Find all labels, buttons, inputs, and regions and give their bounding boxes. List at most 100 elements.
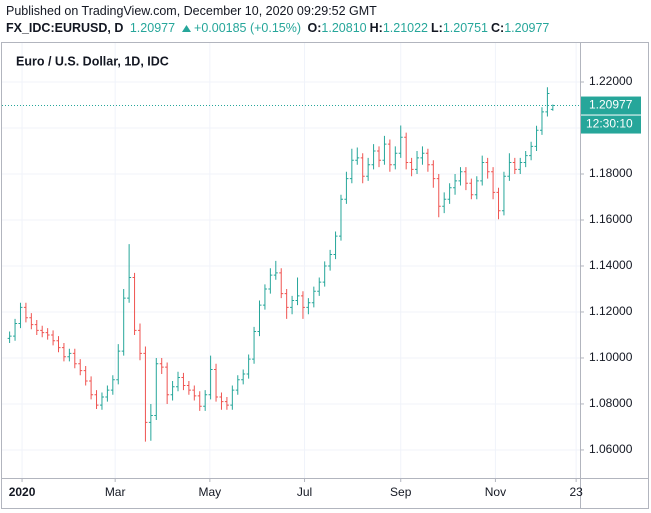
ohlc-bar [181,372,186,391]
last-price-label: 1.20977 [589,98,633,112]
ohlc-bar [105,385,110,402]
ohlc-bar [279,268,284,299]
ohlc-bar [398,125,403,158]
ohlc-bar [56,336,61,353]
y-tick-label: 1.10000 [589,350,633,364]
ohlc-bar [13,318,18,341]
ohlc-bar [425,148,430,172]
x-tick-label: Mar [105,485,126,499]
ohlc-bar [322,261,327,287]
ohlc-bar [447,183,452,204]
ohlc-bar [208,355,213,400]
ohlc-bar [121,288,126,356]
ohlc-bar [137,323,142,361]
ohlc-bar [393,146,398,170]
grid [2,43,580,478]
ohlc-bar [61,343,66,362]
ohlc-bar [458,167,463,186]
ohlc-bar [512,157,517,174]
ohlc-bar [23,302,28,323]
ohlc-value: 1.20810 [321,21,367,35]
symbol: FX_IDC:EURUSD, D [6,21,124,35]
y-tick-label: 1.08000 [589,396,633,410]
ohlc-bar [219,392,224,410]
x-tick-label: 2020 [9,485,36,499]
ohlc-bar [371,144,376,170]
ohlc-bar [360,153,365,184]
ohlc-bar [306,298,311,315]
ohlc-bar [295,277,300,306]
ohlc-bar [148,403,153,441]
ohlc-bar [99,392,104,410]
ohlc-bar [67,348,72,362]
x-tick-label: 23 [569,485,583,499]
ohlc-bar [463,167,468,191]
ohlc-bar [94,390,99,410]
ohlc-bar [539,107,544,135]
ohlc-bar [290,295,295,315]
ohlc-bar [78,359,83,376]
ohlc-bar [366,157,371,181]
ohlc-bar [116,344,121,385]
ohlc-bar [110,375,115,395]
y-tick-label: 1.12000 [589,304,633,318]
ohlc-label: O: [307,21,322,35]
ohlc-bar [51,330,56,346]
last-price-box [581,96,641,115]
ohlc-bar [311,286,316,308]
ohlc-bar [252,326,257,364]
header: Published on TradingView.com, December 1… [6,3,555,37]
ohlc-bar [34,320,39,335]
published: Published on TradingView.com, December 1… [6,4,377,18]
ohlc-bar [485,157,490,179]
ohlc-bar [273,260,278,280]
ohlc-bar [154,357,159,421]
x-tick-label: Jul [297,485,312,499]
bars [7,87,555,442]
ohlc-bar [317,277,322,296]
y-tick-label: 1.06000 [589,442,633,456]
ohlc-bar [176,371,181,392]
ohlc-bar [377,146,382,168]
ohlc-bar [453,173,458,195]
ohlc-bar [159,357,164,375]
y-tick-label: 1.16000 [589,212,633,226]
ohlc-bar [420,146,425,165]
last-price: 1.20977 [129,21,176,35]
ohlc-bar [382,135,387,165]
ohlc-bar [45,328,50,340]
ohlc-bar [518,157,523,174]
ohlc-bar [469,178,474,200]
x-tick-label: Nov [485,485,506,499]
ohlc-bar [170,380,175,401]
ohlc-bar [409,157,414,177]
ohlc-bar [40,325,45,338]
ohlc-bar [328,249,333,271]
ohlc-bar [214,363,219,402]
ohlc-bar [197,391,202,411]
ohlc-bar [431,160,436,188]
change: +0.00185 (+0.15%) [194,21,302,35]
x-tick-label: Sep [390,485,412,499]
ohlc-bar [529,141,534,161]
ohlc-label: H: [369,21,383,35]
ohlc-value: 1.21022 [382,21,428,35]
up-arrow [181,25,191,32]
ohlc-bar [491,167,496,200]
ohlc-bar [404,132,409,170]
frame [1,42,649,509]
ohlc-bar [349,148,354,184]
ohlc-bar [262,284,267,310]
ohlc-bar [496,187,501,220]
ohlc-bar [18,302,23,329]
ohlc-bar [268,268,273,294]
ohlc-bar [203,390,208,411]
ohlc-bar [300,291,305,319]
ohlc-value: 1.20977 [504,21,550,35]
ohlc-bar [480,155,485,186]
chart-title: Euro / U.S. Dollar, 1D, IDC [16,54,169,68]
ohlc-bar [224,397,229,410]
ohlc-bar [89,376,94,400]
x-tick-label: May [199,485,222,499]
